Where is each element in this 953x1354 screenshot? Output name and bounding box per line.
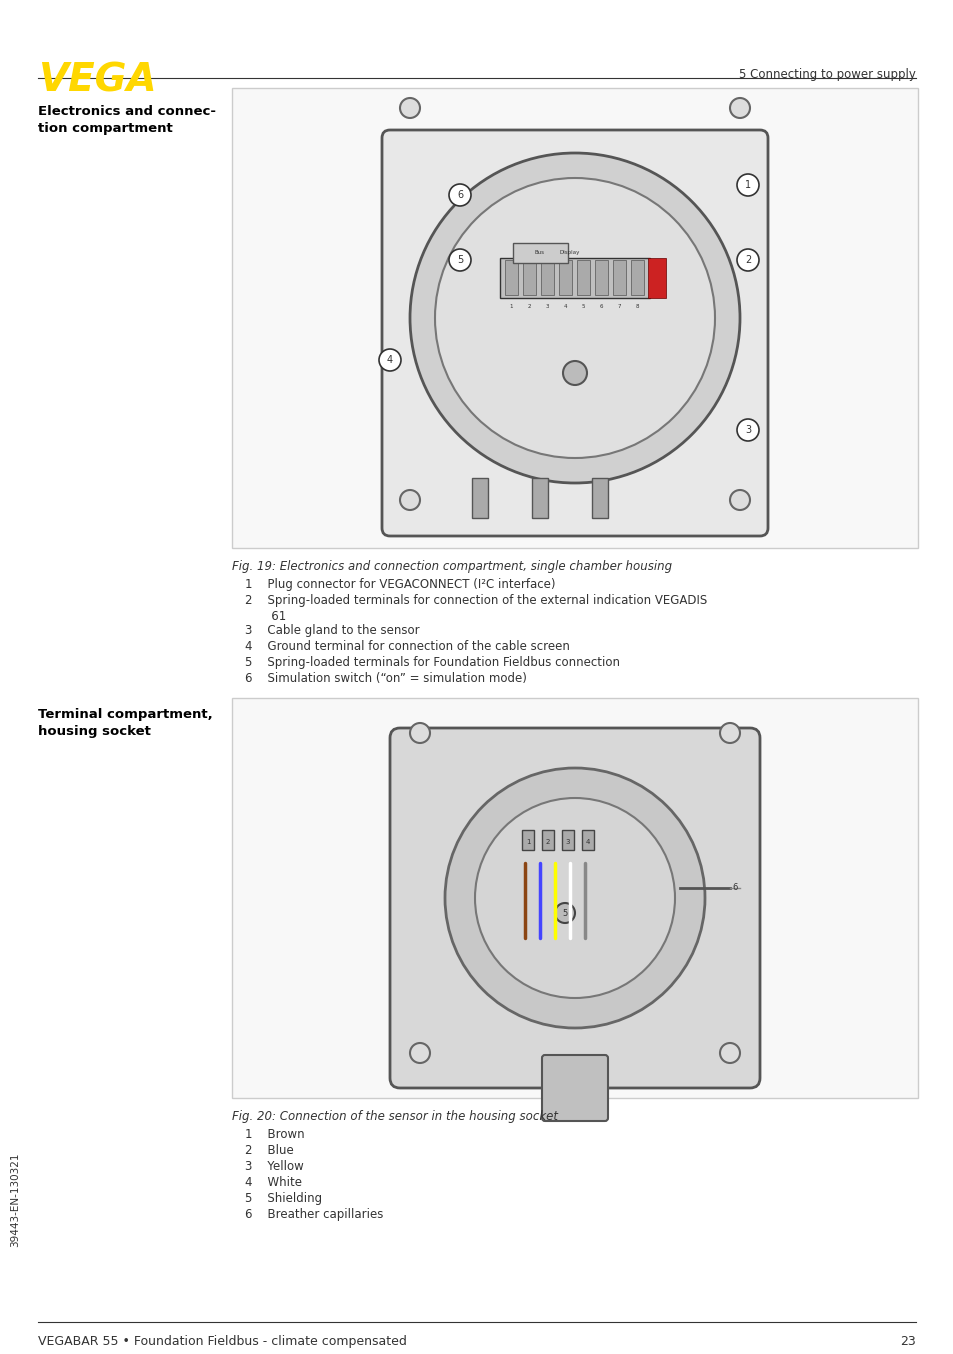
Text: 1    Brown: 1 Brown [245, 1128, 304, 1141]
Bar [613, 260, 625, 295]
Text: Terminal compartment,
housing socket: Terminal compartment, housing socket [38, 708, 213, 738]
Text: VEGABAR 55 • Foundation Fieldbus - climate compensated: VEGABAR 55 • Foundation Fieldbus - clima… [38, 1335, 406, 1349]
Text: 5: 5 [581, 303, 584, 309]
Text: 6: 6 [599, 303, 602, 309]
Circle shape [435, 177, 714, 458]
Bar [595, 260, 607, 295]
Bar [521, 830, 534, 850]
Circle shape [444, 768, 704, 1028]
Circle shape [378, 349, 400, 371]
Text: 5 Connecting to power supply: 5 Connecting to power supply [739, 68, 915, 81]
Bar [630, 260, 643, 295]
Bar [232, 88, 917, 548]
Bar [577, 260, 589, 295]
Circle shape [720, 1043, 740, 1063]
FancyBboxPatch shape [541, 1055, 607, 1121]
Bar [532, 478, 547, 519]
Bar [232, 699, 917, 1098]
Circle shape [399, 97, 419, 118]
Text: 2: 2 [744, 255, 750, 265]
Bar [499, 259, 649, 298]
Text: 1    Plug connector for VEGACONNECT (I²C interface): 1 Plug connector for VEGACONNECT (I²C in… [245, 578, 555, 590]
Circle shape [720, 723, 740, 743]
Text: 2: 2 [527, 303, 531, 309]
Bar [558, 260, 572, 295]
Bar [504, 260, 517, 295]
Text: 3    Cable gland to the sensor: 3 Cable gland to the sensor [245, 624, 419, 636]
Circle shape [410, 1043, 430, 1063]
Bar [647, 259, 665, 298]
Circle shape [737, 175, 759, 196]
Text: Bus: Bus [535, 250, 544, 255]
Circle shape [475, 798, 675, 998]
Text: 6    Breather capillaries: 6 Breather capillaries [245, 1208, 383, 1221]
Text: 5: 5 [561, 909, 567, 918]
Bar [540, 260, 554, 295]
Bar [541, 830, 554, 850]
Circle shape [737, 418, 759, 441]
Circle shape [729, 490, 749, 510]
Circle shape [555, 903, 575, 923]
Text: 3: 3 [744, 425, 750, 435]
Text: Fig. 19: Electronics and connection compartment, single chamber housing: Fig. 19: Electronics and connection comp… [232, 561, 672, 573]
Bar [522, 260, 536, 295]
Text: 39443-EN-130321: 39443-EN-130321 [10, 1152, 20, 1247]
Text: 4    White: 4 White [245, 1177, 302, 1189]
Text: 1: 1 [744, 180, 750, 190]
Text: 4: 4 [387, 355, 393, 366]
Text: 3: 3 [565, 839, 570, 845]
Circle shape [449, 249, 471, 271]
Text: Fig. 20: Connection of the sensor in the housing socket: Fig. 20: Connection of the sensor in the… [232, 1110, 558, 1122]
Text: 3: 3 [545, 303, 549, 309]
Circle shape [410, 723, 430, 743]
Text: 4: 4 [585, 839, 590, 845]
Text: 3    Yellow: 3 Yellow [245, 1160, 303, 1173]
Text: VEGA: VEGA [38, 62, 156, 100]
Text: 5    Shielding: 5 Shielding [245, 1192, 322, 1205]
Text: 1: 1 [509, 303, 513, 309]
Circle shape [449, 184, 471, 206]
Bar [472, 478, 488, 519]
Text: 2    Spring-loaded terminals for connection of the external indication VEGADIS
 : 2 Spring-loaded terminals for connection… [245, 594, 706, 623]
Bar [561, 830, 574, 850]
Text: 6: 6 [732, 884, 737, 892]
Text: 8: 8 [635, 303, 639, 309]
Bar [581, 830, 594, 850]
Bar [592, 478, 607, 519]
Circle shape [410, 153, 740, 483]
Text: 6    Simulation switch (“on” = simulation mode): 6 Simulation switch (“on” = simulation m… [245, 672, 526, 685]
Text: 2    Blue: 2 Blue [245, 1144, 294, 1158]
Text: 23: 23 [900, 1335, 915, 1349]
Text: 1: 1 [525, 839, 530, 845]
FancyBboxPatch shape [390, 728, 760, 1089]
Text: 5    Spring-loaded terminals for Foundation Fieldbus connection: 5 Spring-loaded terminals for Foundation… [245, 655, 619, 669]
Text: Display: Display [559, 250, 579, 255]
Text: 7: 7 [618, 303, 620, 309]
Circle shape [737, 249, 759, 271]
Bar [513, 242, 567, 263]
Text: 6: 6 [456, 190, 462, 200]
Circle shape [399, 490, 419, 510]
Circle shape [729, 97, 749, 118]
Text: 4: 4 [563, 303, 567, 309]
Text: Electronics and connec-
tion compartment: Electronics and connec- tion compartment [38, 106, 215, 135]
Text: 2: 2 [545, 839, 550, 845]
Circle shape [562, 362, 586, 385]
Text: 4    Ground terminal for connection of the cable screen: 4 Ground terminal for connection of the … [245, 640, 569, 653]
Text: 5: 5 [456, 255, 462, 265]
FancyBboxPatch shape [381, 130, 767, 536]
